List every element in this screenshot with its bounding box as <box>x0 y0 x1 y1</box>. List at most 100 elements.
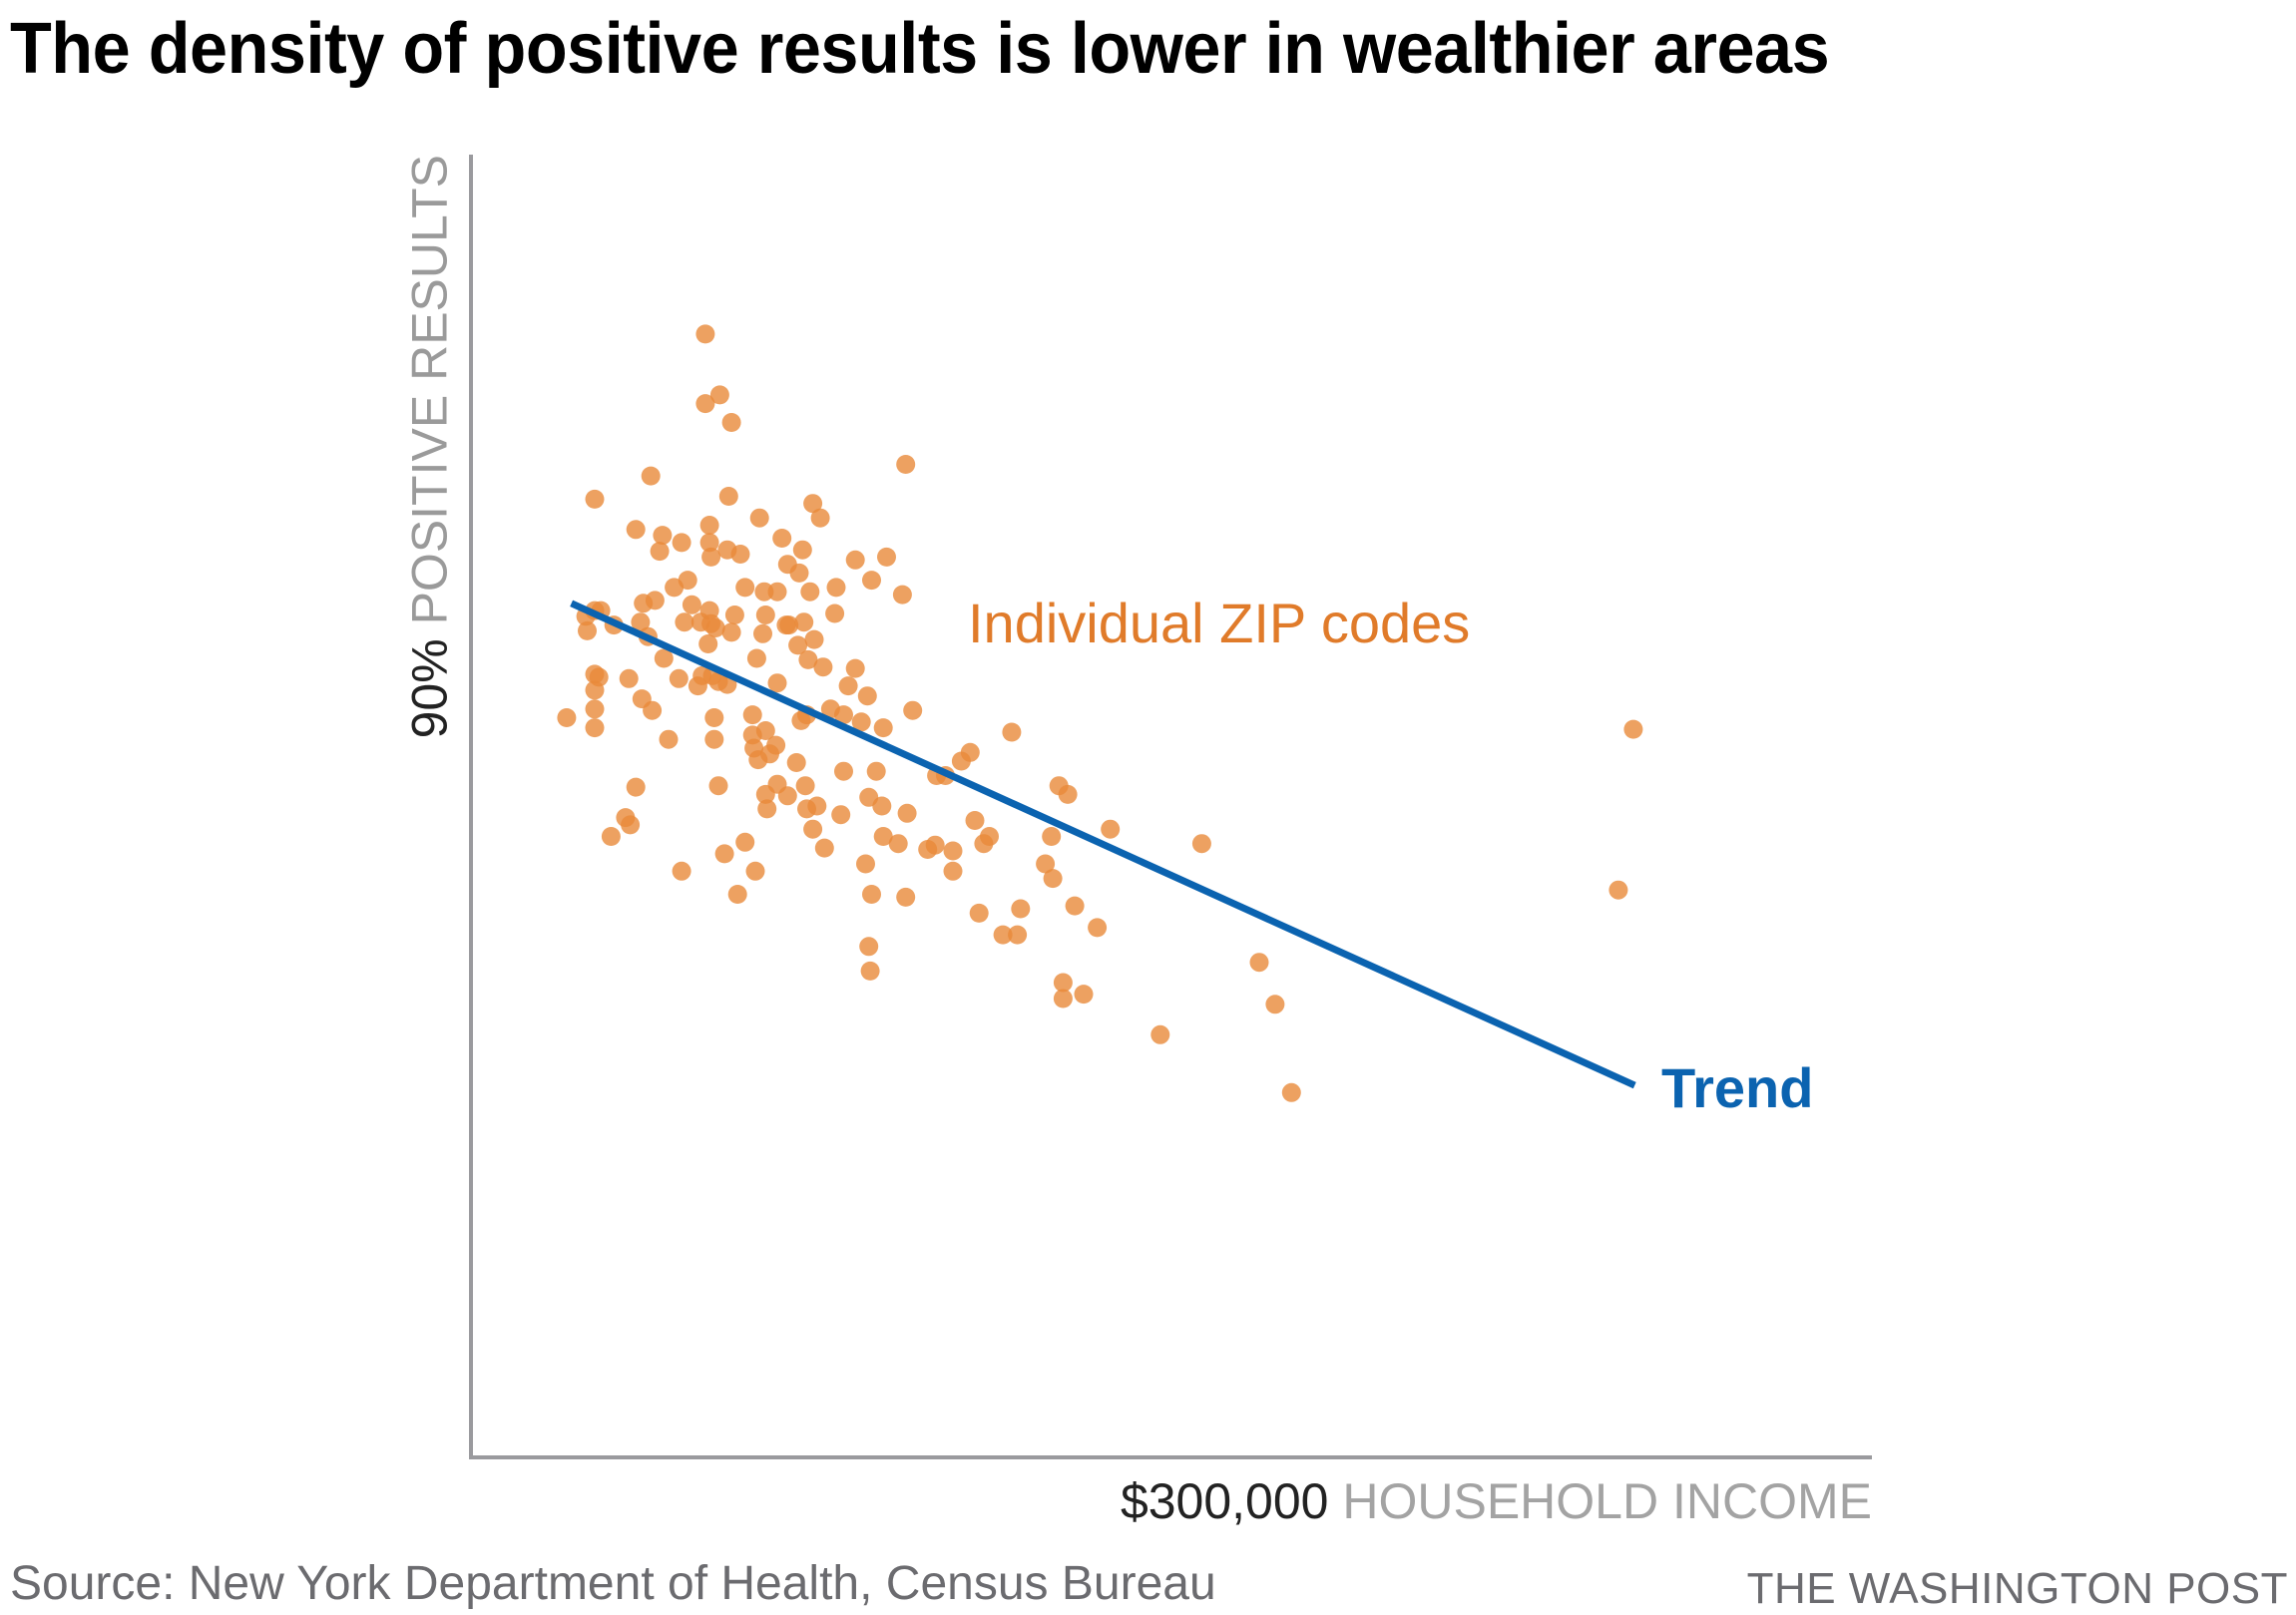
trend-line <box>570 600 1636 1089</box>
zip-code-point <box>873 718 893 738</box>
zip-code-point <box>755 784 775 804</box>
zip-code-point <box>721 622 741 642</box>
zip-code-point <box>619 668 639 688</box>
zip-code-point <box>578 620 597 640</box>
zip-code-point <box>672 861 691 881</box>
zip-code-point <box>745 861 765 881</box>
zip-code-point <box>682 595 701 614</box>
zip-code-point <box>810 508 830 528</box>
zip-code-point <box>585 718 605 738</box>
zip-code-point <box>1036 854 1056 874</box>
zip-code-point <box>695 324 715 344</box>
zip-code-point <box>585 489 605 509</box>
y-axis-label: 90% POSITIVE RESULTS <box>399 155 459 738</box>
zip-code-point <box>993 925 1013 945</box>
zip-codes-annotation: Individual ZIP codes <box>968 592 1471 654</box>
zip-code-point <box>665 578 685 598</box>
trend-annotation: Trend <box>1661 1056 1814 1119</box>
zip-code-point <box>755 606 775 624</box>
zip-code-point <box>825 604 845 623</box>
zip-code-point <box>872 796 892 816</box>
zip-code-point <box>727 885 747 904</box>
zip-code-point <box>838 676 858 696</box>
zip-code-point <box>797 799 816 819</box>
zip-code-point <box>718 487 738 506</box>
zip-code-point <box>626 777 646 797</box>
zip-code-point <box>735 578 755 598</box>
zip-code-point <box>708 776 728 796</box>
zip-code-point <box>856 854 875 874</box>
zip-code-point <box>896 455 916 474</box>
zip-code-point <box>1281 1082 1301 1102</box>
zip-code-point <box>960 742 980 762</box>
zip-code-point <box>672 533 691 553</box>
zip-code-point <box>1002 722 1022 742</box>
zip-code-point <box>704 729 724 749</box>
zip-code-point <box>714 844 734 864</box>
zip-code-point <box>760 744 779 764</box>
zip-code-point <box>585 680 605 700</box>
zip-code-point <box>701 547 721 567</box>
zip-code-point <box>1008 925 1028 945</box>
zip-code-point <box>1608 880 1628 900</box>
zip-code-point <box>754 582 774 602</box>
zip-code-point <box>1623 719 1643 739</box>
zip-code-point <box>724 606 744 624</box>
zip-code-point <box>601 827 621 846</box>
zip-code-point <box>1150 1024 1170 1044</box>
zip-code-point <box>974 834 994 854</box>
zip-code-point <box>654 648 674 668</box>
zip-code-point <box>749 508 769 528</box>
zip-code-point <box>831 805 851 825</box>
zip-code-point <box>857 686 877 706</box>
y-axis-title: POSITIVE RESULTS <box>401 155 457 639</box>
zip-code-point <box>845 658 865 678</box>
zip-code-point <box>645 591 665 610</box>
x-axis-label: $300,000 HOUSEHOLD INCOME <box>1121 1476 1872 1526</box>
zip-code-point <box>1088 918 1108 938</box>
zip-code-point <box>1043 869 1063 889</box>
zip-code-point <box>834 705 853 725</box>
zip-code-point <box>826 578 846 598</box>
zip-code-point <box>653 526 673 546</box>
zip-code-point <box>730 545 750 564</box>
zip-code-point <box>704 708 724 727</box>
zip-code-point <box>943 861 963 881</box>
zip-code-point <box>699 533 719 553</box>
zip-code-point <box>1074 985 1094 1005</box>
zip-code-point <box>888 834 908 854</box>
zip-code-point <box>803 494 823 514</box>
zip-code-point <box>794 612 814 632</box>
zip-code-point <box>767 673 787 693</box>
zip-code-point <box>969 903 989 923</box>
source-note: Source: New York Department of Health, C… <box>10 1557 1216 1610</box>
zip-code-point <box>1065 896 1085 916</box>
points-layer <box>557 324 1643 1102</box>
zip-code-point <box>814 838 834 858</box>
zip-code-point <box>557 708 577 727</box>
zip-code-point <box>892 585 912 605</box>
zip-code-point <box>721 413 741 432</box>
chart-title: The density of positive results is lower… <box>10 9 1830 89</box>
zip-code-point <box>705 618 725 637</box>
zip-code-point <box>621 815 641 835</box>
zip-code-point <box>860 961 880 981</box>
zip-code-point <box>792 540 812 560</box>
zip-code-point <box>862 571 881 591</box>
zip-code-point <box>788 635 808 655</box>
zip-code-point <box>631 612 651 632</box>
zip-code-point <box>873 827 893 846</box>
zip-code-point <box>708 671 728 691</box>
zip-code-point <box>742 705 762 725</box>
zip-code-point <box>877 547 896 567</box>
zip-code-point <box>695 394 715 414</box>
zip-code-point <box>735 832 755 852</box>
zip-code-point <box>789 563 809 583</box>
zip-code-point <box>897 803 917 823</box>
zip-code-point <box>659 729 679 749</box>
zip-code-point <box>813 657 833 677</box>
zip-code-point <box>862 885 881 904</box>
zip-code-point <box>1191 834 1211 854</box>
zip-code-point <box>800 582 820 602</box>
zip-code-point <box>859 937 879 957</box>
